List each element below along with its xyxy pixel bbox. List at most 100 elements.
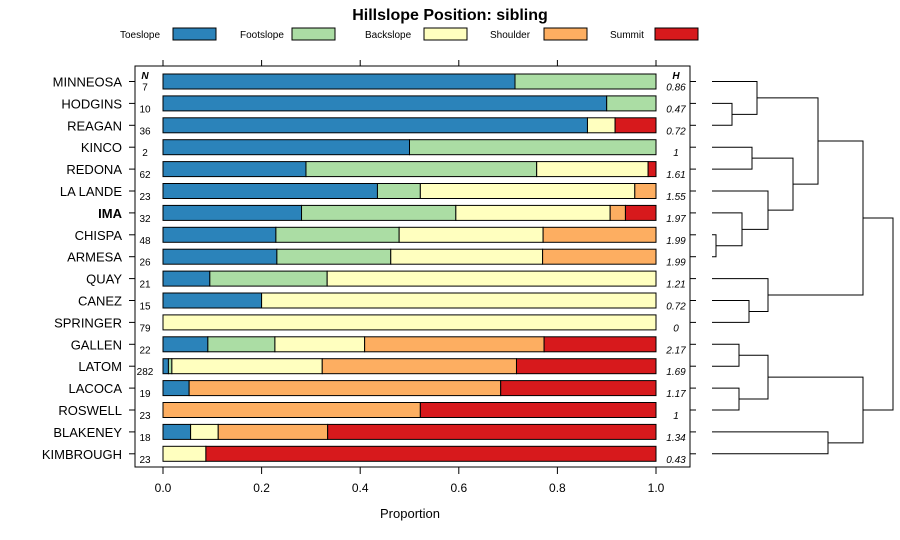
dendrogram-link bbox=[712, 431, 829, 455]
row-label: CHISPA bbox=[75, 228, 123, 243]
bar-segment-summit bbox=[327, 423, 657, 440]
row-label: QUAY bbox=[86, 272, 122, 287]
bar-segment-backslope bbox=[162, 445, 207, 462]
row-label: LACOCA bbox=[69, 381, 123, 396]
legend-label-summit: Summit bbox=[610, 30, 644, 41]
row-label: HODGINS bbox=[61, 96, 122, 111]
bar-row-lacoca: LACOCA 19 1.17 bbox=[69, 380, 696, 400]
bar-segment-summit bbox=[614, 117, 657, 134]
dendrogram-link bbox=[712, 190, 769, 230]
row-label: LATOM bbox=[78, 359, 122, 374]
row-h-value: 0.72 bbox=[666, 126, 686, 137]
bar-segment-toeslope bbox=[162, 270, 211, 287]
legend-label-footslope: Footslope bbox=[240, 30, 284, 41]
legend-swatch-footslope bbox=[291, 27, 336, 41]
bar-segment-backslope bbox=[162, 314, 657, 331]
row-n-value: 62 bbox=[139, 170, 151, 181]
bar-row-roswell: ROSWELL 23 1 bbox=[58, 402, 696, 422]
row-label: REAGAN bbox=[67, 118, 122, 133]
dendrogram-link bbox=[768, 140, 864, 296]
bar-segment-toeslope bbox=[162, 358, 169, 375]
bar-segment-summit bbox=[624, 204, 657, 221]
row-n-value: 18 bbox=[139, 433, 151, 444]
dendrogram-link bbox=[863, 217, 894, 411]
bar-segment-toeslope bbox=[162, 204, 303, 221]
dendrogram-link bbox=[757, 97, 819, 185]
bar-segment-summit bbox=[543, 336, 657, 353]
x-tick-label: 0.0 bbox=[155, 481, 172, 495]
row-n-value: 32 bbox=[139, 214, 151, 225]
bar-segment-backslope bbox=[171, 358, 323, 375]
row-h-value: 2.17 bbox=[665, 345, 686, 356]
bar-segment-toeslope bbox=[162, 226, 277, 243]
dendrogram-link bbox=[712, 300, 750, 323]
x-tick-label: 0.6 bbox=[450, 481, 467, 495]
bar-segment-backslope bbox=[190, 423, 219, 440]
row-h-value: 0 bbox=[673, 323, 679, 334]
row-h-value: 1.97 bbox=[666, 214, 686, 225]
bar-segment-shoulder bbox=[321, 358, 517, 375]
x-tick-label: 1.0 bbox=[648, 481, 665, 495]
row-n-value: 7 bbox=[142, 83, 148, 94]
row-label: ARMESA bbox=[67, 250, 122, 265]
bar-row-redona: REDONA 62 1.61 bbox=[66, 161, 696, 181]
x-tick-label: 0.4 bbox=[352, 481, 369, 495]
row-n-value: 36 bbox=[139, 126, 151, 137]
bar-segment-toeslope bbox=[162, 380, 190, 397]
dendrogram-link bbox=[739, 354, 769, 400]
row-label: SPRINGER bbox=[54, 315, 122, 330]
bar-segment-backslope bbox=[398, 226, 544, 243]
legend-swatch-toeslope bbox=[172, 27, 217, 41]
dendrogram-link bbox=[768, 376, 864, 444]
bar-segment-backslope bbox=[274, 336, 366, 353]
bar-segment-toeslope bbox=[162, 423, 192, 440]
bar-segment-summit bbox=[647, 161, 657, 178]
bar-segment-shoulder bbox=[364, 336, 545, 353]
bar-segment-footslope bbox=[276, 248, 392, 265]
row-label: BLAKENEY bbox=[53, 425, 122, 440]
bar-segment-footslope bbox=[409, 139, 657, 156]
dendrogram bbox=[712, 81, 894, 455]
row-label: GALLEN bbox=[71, 337, 122, 352]
row-h-value: 1.99 bbox=[666, 236, 686, 247]
bar-segment-footslope bbox=[275, 226, 400, 243]
legend-label-backslope: Backslope bbox=[365, 30, 412, 41]
bar-segment-toeslope bbox=[162, 248, 278, 265]
bar-row-canez: CANEZ 15 0.72 bbox=[78, 292, 696, 313]
plot-frame bbox=[134, 65, 691, 468]
dendrogram-link bbox=[712, 146, 753, 170]
bar-row-springer: SPRINGER 79 0 bbox=[54, 314, 696, 334]
row-h-value: 0.43 bbox=[666, 455, 686, 466]
bar-row-kinco: KINCO 2 1 bbox=[81, 139, 696, 159]
bar-row-minneosa: MINNEOSA 7 0.86 bbox=[53, 73, 696, 94]
bar-segment-toeslope bbox=[162, 161, 307, 178]
row-n-value: 2 bbox=[142, 148, 148, 159]
bar-segment-summit bbox=[419, 402, 657, 418]
row-h-value: 0.86 bbox=[666, 83, 686, 94]
bar-segment-backslope bbox=[326, 270, 657, 287]
row-label: MINNEOSA bbox=[53, 75, 123, 90]
x-tick-label: 0.2 bbox=[253, 481, 270, 495]
x-axis-label: Proportion bbox=[380, 506, 440, 521]
bar-segment-shoulder bbox=[634, 183, 657, 199]
row-label: ROSWELL bbox=[58, 403, 122, 418]
row-h-value: 1 bbox=[673, 148, 679, 159]
row-n-value: 10 bbox=[139, 104, 151, 115]
bar-segment-toeslope bbox=[162, 292, 263, 309]
bar-segment-toeslope bbox=[162, 73, 516, 90]
bar-segment-footslope bbox=[167, 358, 173, 375]
h-column-header: H bbox=[672, 71, 680, 82]
bar-row-chispa: CHISPA 48 1.99 bbox=[75, 226, 696, 247]
bar-segment-summit bbox=[515, 358, 657, 375]
row-n-value: 23 bbox=[139, 192, 151, 203]
bar-segment-footslope bbox=[514, 73, 657, 90]
x-tick-label: 0.8 bbox=[549, 481, 566, 495]
bar-segment-backslope bbox=[419, 183, 636, 199]
bar-segment-footslope bbox=[207, 336, 276, 353]
bar-segment-toeslope bbox=[162, 95, 608, 112]
bar-segment-backslope bbox=[455, 204, 611, 221]
row-n-value: 26 bbox=[139, 258, 151, 269]
dendrogram-link bbox=[712, 343, 740, 367]
dendrogram-link bbox=[712, 234, 717, 258]
